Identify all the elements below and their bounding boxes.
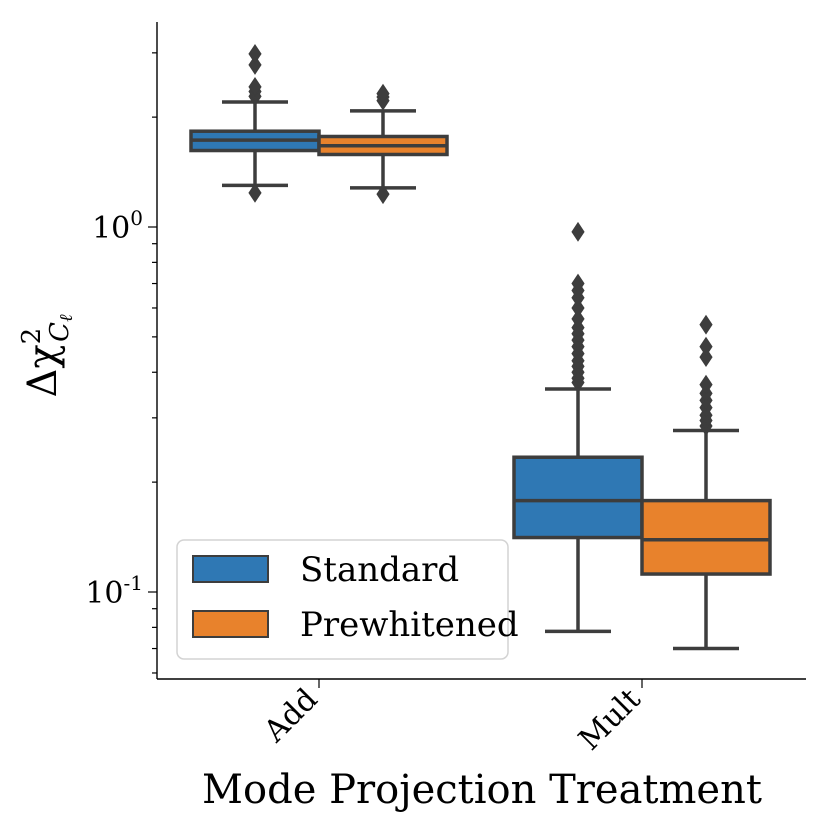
y-axis-label-sup: 2 — [17, 328, 47, 345]
flier-point-standard-add-3 — [248, 77, 262, 97]
svg-text:Δχ2Cℓ: Δχ2Cℓ — [17, 314, 77, 398]
box-prewhitened-mult — [640, 314, 772, 651]
legend: Standard Prewhitened — [176, 539, 519, 660]
box-prewhitened-add — [317, 83, 449, 205]
legend-label-prewhitened: Prewhitened — [300, 605, 519, 645]
flier-point-prewhitened-mult-7 — [699, 347, 713, 368]
flier-point-standard-mult-14 — [571, 273, 585, 294]
flier-point-standard-add-0 — [248, 182, 262, 203]
flier-point-prewhitened-add-3 — [376, 83, 390, 104]
y-axis-label: Δχ2Cℓ — [17, 314, 77, 398]
flier-point-prewhitened-mult-8 — [699, 336, 713, 357]
y-tick-label-exp-0: 0 — [130, 206, 143, 230]
legend-swatch-standard — [192, 555, 269, 583]
flier-point-standard-mult-11 — [571, 298, 585, 318]
y-axis-label-sub: C — [45, 322, 75, 342]
plot-area — [189, 44, 772, 651]
x-axis-ticks: Add Mult — [257, 679, 648, 757]
x-axis-label: Mode Projection Treatment — [202, 767, 762, 813]
y-tick-label-base-0: 10 — [92, 211, 130, 246]
flier-point-standard-add-5 — [248, 44, 262, 64]
y-tick-label-exp-1: -1 — [124, 571, 143, 595]
flier-point-prewhitened-mult-9 — [699, 314, 713, 335]
y-axis-label-subsub: ℓ — [56, 314, 77, 322]
y-tick-label-1: 10-1 — [85, 571, 143, 611]
flier-point-prewhitened-add-0 — [376, 184, 390, 205]
y-tick-label-0: 100 — [92, 206, 143, 246]
y-axis-label-base: Δχ — [20, 344, 66, 397]
box-standard-mult — [512, 221, 644, 634]
flier-point-standard-add-4 — [248, 55, 262, 75]
legend-swatch-prewhitened — [192, 610, 269, 638]
flier-point-standard-mult-15 — [571, 221, 585, 242]
flier-point-standard-mult-10 — [571, 309, 585, 329]
iqr-box-standard-mult — [512, 455, 644, 540]
legend-label-standard: Standard — [300, 550, 459, 590]
x-tick-label-mult: Mult — [572, 682, 647, 757]
box-standard-add — [189, 44, 321, 203]
y-tick-label-base-1: 10 — [85, 576, 123, 611]
x-tick-label-add: Add — [257, 682, 325, 750]
iqr-box-prewhitened-mult — [640, 498, 772, 576]
flier-point-prewhitened-mult-6 — [699, 374, 713, 395]
